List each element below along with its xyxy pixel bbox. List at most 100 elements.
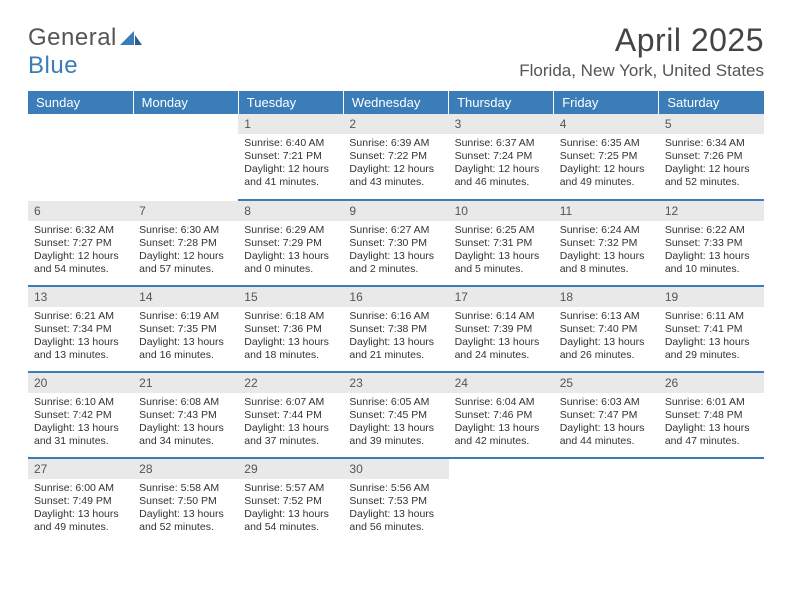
calendar-day-cell: 3Sunrise: 6:37 AMSunset: 7:24 PMDaylight… [449,114,554,200]
sunrise-line: Sunrise: 6:25 AM [455,224,548,237]
sunrise-line: Sunrise: 6:34 AM [665,137,758,150]
sunset-line: Sunset: 7:38 PM [349,323,442,336]
sunset-line: Sunset: 7:24 PM [455,150,548,163]
day-number: 4 [554,114,659,134]
daylight-line-2: and 16 minutes. [139,349,232,362]
day-number: 8 [238,201,343,221]
calendar-day-cell: 9Sunrise: 6:27 AMSunset: 7:30 PMDaylight… [343,200,448,286]
day-details: Sunrise: 6:16 AMSunset: 7:38 PMDaylight:… [343,307,448,366]
day-details: Sunrise: 6:27 AMSunset: 7:30 PMDaylight:… [343,221,448,280]
sunset-line: Sunset: 7:46 PM [455,409,548,422]
calendar-day-cell: 21Sunrise: 6:08 AMSunset: 7:43 PMDayligh… [133,372,238,458]
calendar-header: SundayMondayTuesdayWednesdayThursdayFrid… [28,91,764,114]
sunset-line: Sunset: 7:28 PM [139,237,232,250]
day-number: 21 [133,373,238,393]
calendar-day-cell: 1Sunrise: 6:40 AMSunset: 7:21 PMDaylight… [238,114,343,200]
sunset-line: Sunset: 7:48 PM [665,409,758,422]
calendar-day-cell: 29Sunrise: 5:57 AMSunset: 7:52 PMDayligh… [238,458,343,544]
sunrise-line: Sunrise: 5:56 AM [349,482,442,495]
sunset-line: Sunset: 7:33 PM [665,237,758,250]
day-number: 28 [133,459,238,479]
day-details: Sunrise: 6:08 AMSunset: 7:43 PMDaylight:… [133,393,238,452]
calendar-day-cell: 20Sunrise: 6:10 AMSunset: 7:42 PMDayligh… [28,372,133,458]
sunset-line: Sunset: 7:49 PM [34,495,127,508]
daylight-line-2: and 44 minutes. [560,435,653,448]
day-number: 26 [659,373,764,393]
sunset-line: Sunset: 7:25 PM [560,150,653,163]
sunset-line: Sunset: 7:22 PM [349,150,442,163]
weekday-header: Thursday [449,91,554,114]
logo-word-1: General [28,24,117,51]
daylight-line-1: Daylight: 13 hours [665,336,758,349]
weekday-header: Monday [133,91,238,114]
day-number: 18 [554,287,659,307]
sunrise-line: Sunrise: 6:21 AM [34,310,127,323]
daylight-line-1: Daylight: 13 hours [34,422,127,435]
daylight-line-1: Daylight: 12 hours [455,163,548,176]
logo-text: GeneralBlue [28,24,142,80]
sunrise-line: Sunrise: 6:22 AM [665,224,758,237]
day-details: Sunrise: 6:40 AMSunset: 7:21 PMDaylight:… [238,134,343,193]
weekday-header: Tuesday [238,91,343,114]
calendar-table: SundayMondayTuesdayWednesdayThursdayFrid… [28,91,764,545]
calendar-day-cell: 6Sunrise: 6:32 AMSunset: 7:27 PMDaylight… [28,200,133,286]
daylight-line-1: Daylight: 13 hours [455,336,548,349]
sunset-line: Sunset: 7:32 PM [560,237,653,250]
calendar-day-cell [659,458,764,544]
day-number: 15 [238,287,343,307]
sunset-line: Sunset: 7:41 PM [665,323,758,336]
daylight-line-1: Daylight: 13 hours [349,422,442,435]
calendar-day-cell: 22Sunrise: 6:07 AMSunset: 7:44 PMDayligh… [238,372,343,458]
month-title: April 2025 [519,22,764,59]
daylight-line-1: Daylight: 13 hours [34,336,127,349]
day-number: 12 [659,201,764,221]
day-details: Sunrise: 6:32 AMSunset: 7:27 PMDaylight:… [28,221,133,280]
day-details: Sunrise: 5:57 AMSunset: 7:52 PMDaylight:… [238,479,343,538]
daylight-line-2: and 52 minutes. [665,176,758,189]
daylight-line-2: and 47 minutes. [665,435,758,448]
day-details: Sunrise: 6:00 AMSunset: 7:49 PMDaylight:… [28,479,133,538]
weekday-header: Sunday [28,91,133,114]
daylight-line-2: and 52 minutes. [139,521,232,534]
daylight-line-1: Daylight: 13 hours [349,336,442,349]
daylight-line-2: and 26 minutes. [560,349,653,362]
day-details: Sunrise: 6:04 AMSunset: 7:46 PMDaylight:… [449,393,554,452]
sunset-line: Sunset: 7:21 PM [244,150,337,163]
logo-sail-icon [120,24,142,52]
sunset-line: Sunset: 7:35 PM [139,323,232,336]
daylight-line-2: and 13 minutes. [34,349,127,362]
daylight-line-2: and 46 minutes. [455,176,548,189]
day-number: 24 [449,373,554,393]
sunrise-line: Sunrise: 6:40 AM [244,137,337,150]
day-details: Sunrise: 6:39 AMSunset: 7:22 PMDaylight:… [343,134,448,193]
calendar-day-cell: 12Sunrise: 6:22 AMSunset: 7:33 PMDayligh… [659,200,764,286]
calendar-day-cell: 26Sunrise: 6:01 AMSunset: 7:48 PMDayligh… [659,372,764,458]
daylight-line-1: Daylight: 13 hours [560,250,653,263]
calendar-day-cell [28,114,133,200]
sunset-line: Sunset: 7:53 PM [349,495,442,508]
sunrise-line: Sunrise: 5:58 AM [139,482,232,495]
weekday-header: Friday [554,91,659,114]
calendar-week-row: 6Sunrise: 6:32 AMSunset: 7:27 PMDaylight… [28,200,764,286]
sunset-line: Sunset: 7:45 PM [349,409,442,422]
daylight-line-1: Daylight: 13 hours [560,422,653,435]
day-number: 10 [449,201,554,221]
calendar-day-cell: 7Sunrise: 6:30 AMSunset: 7:28 PMDaylight… [133,200,238,286]
calendar-day-cell [133,114,238,200]
calendar-week-row: 13Sunrise: 6:21 AMSunset: 7:34 PMDayligh… [28,286,764,372]
day-number: 9 [343,201,448,221]
daylight-line-2: and 0 minutes. [244,263,337,276]
daylight-line-2: and 41 minutes. [244,176,337,189]
day-number: 3 [449,114,554,134]
calendar-day-cell: 14Sunrise: 6:19 AMSunset: 7:35 PMDayligh… [133,286,238,372]
calendar-day-cell: 4Sunrise: 6:35 AMSunset: 7:25 PMDaylight… [554,114,659,200]
day-details: Sunrise: 6:07 AMSunset: 7:44 PMDaylight:… [238,393,343,452]
sunrise-line: Sunrise: 6:27 AM [349,224,442,237]
daylight-line-2: and 29 minutes. [665,349,758,362]
daylight-line-2: and 57 minutes. [139,263,232,276]
sunrise-line: Sunrise: 6:35 AM [560,137,653,150]
daylight-line-2: and 10 minutes. [665,263,758,276]
daylight-line-1: Daylight: 12 hours [244,163,337,176]
daylight-line-1: Daylight: 12 hours [349,163,442,176]
sunrise-line: Sunrise: 6:18 AM [244,310,337,323]
